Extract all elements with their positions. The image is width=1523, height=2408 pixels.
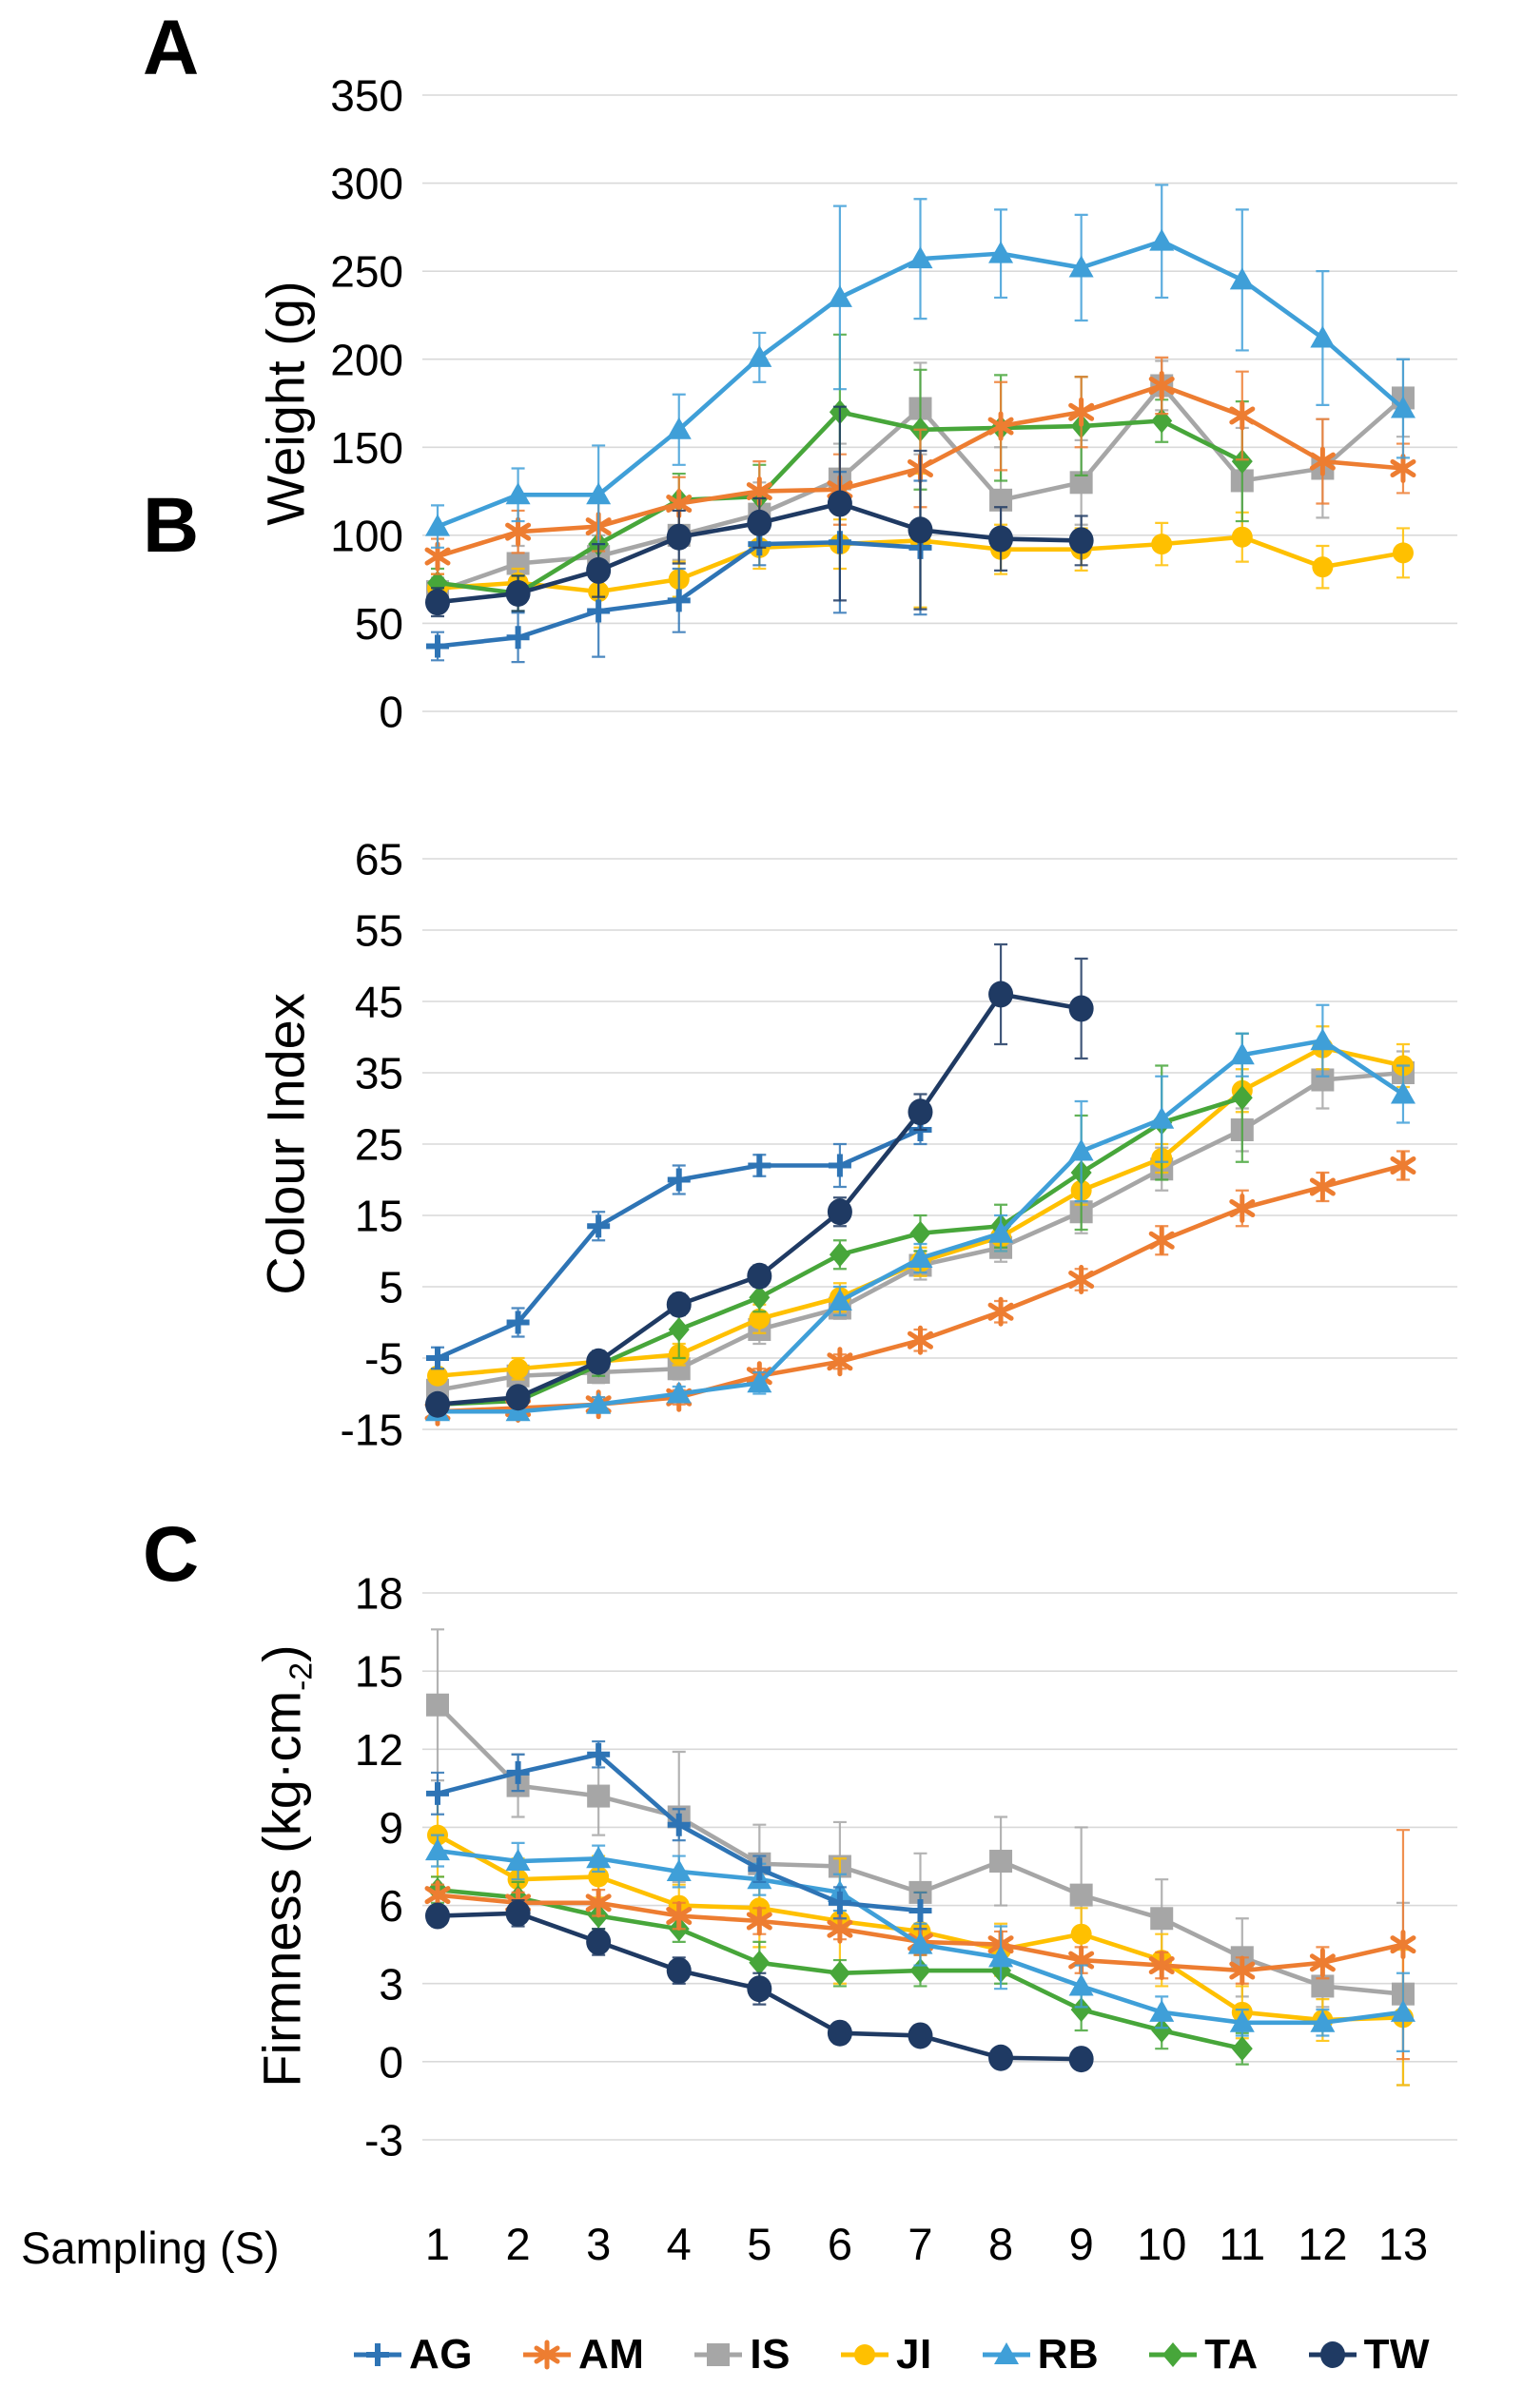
legend-label-ag: AG [409, 2331, 473, 2378]
ag-marker-icon [354, 2343, 401, 2366]
svg-text:55: 55 [355, 906, 403, 956]
svg-text:3: 3 [586, 2219, 611, 2269]
legend-label-ji: JI [895, 2331, 932, 2378]
svg-text:9: 9 [379, 1803, 403, 1853]
legend-item-ag: AG [350, 2331, 473, 2379]
legend-label-am: AM [577, 2331, 645, 2378]
ji-marker-icon [840, 2344, 888, 2365]
panel-letter-c: C [143, 1511, 200, 1598]
svg-text:65: 65 [355, 835, 403, 884]
svg-text:35: 35 [355, 1049, 403, 1098]
legend-label-rb: RB [1037, 2331, 1100, 2378]
svg-text:45: 45 [355, 978, 403, 1027]
svg-text:300: 300 [330, 159, 403, 208]
rb-marker-icon [982, 2342, 1030, 2364]
svg-text:6: 6 [828, 2219, 852, 2269]
legend-label-is: IS [750, 2331, 791, 2378]
svg-text:10: 10 [1137, 2219, 1186, 2269]
legend-item-rb: RB [979, 2331, 1100, 2379]
svg-text:11: 11 [1219, 2219, 1265, 2269]
svg-text:15: 15 [355, 1647, 403, 1697]
svg-text:0: 0 [379, 688, 403, 737]
am-marker-icon [522, 2340, 571, 2370]
svg-text:12: 12 [355, 1725, 403, 1775]
svg-text:250: 250 [330, 247, 403, 297]
legend-label-tw: TW [1363, 2331, 1430, 2378]
svg-text:5: 5 [379, 1263, 403, 1312]
svg-text:-3: -3 [364, 2116, 403, 2165]
svg-text:3: 3 [379, 1959, 403, 2009]
legend-item-tw: TW [1305, 2331, 1430, 2379]
svg-text:150: 150 [330, 423, 403, 473]
svg-text:200: 200 [330, 335, 403, 384]
svg-text:12: 12 [1298, 2219, 1347, 2269]
x-axis-title: Sampling (S) [21, 2223, 280, 2273]
legend-item-am: AM [519, 2331, 644, 2379]
is-marker-icon [694, 2343, 743, 2366]
svg-text:5: 5 [747, 2219, 771, 2269]
svg-text:4: 4 [667, 2219, 692, 2269]
legend-label-ta: TA [1204, 2331, 1259, 2378]
svg-text:13: 13 [1378, 2219, 1428, 2269]
svg-text:25: 25 [355, 1120, 403, 1170]
svg-text:8: 8 [988, 2219, 1013, 2269]
panel-letter-a: A [143, 5, 200, 91]
svg-text:-5: -5 [364, 1334, 403, 1384]
svg-text:350: 350 [330, 71, 403, 121]
svg-text:15: 15 [355, 1192, 403, 1241]
svg-text:-15: -15 [341, 1406, 403, 1455]
panel-letter-b: B [143, 482, 200, 569]
svg-text:18: 18 [355, 1569, 403, 1619]
legend-item-ji: JI [837, 2331, 932, 2379]
tw-marker-icon [1308, 2341, 1357, 2368]
svg-text:100: 100 [330, 511, 403, 560]
legend-item-ta: TA [1145, 2331, 1258, 2379]
svg-text:0: 0 [379, 2037, 403, 2087]
svg-text:6: 6 [379, 1881, 403, 1931]
ta-marker-icon [1149, 2342, 1198, 2367]
svg-text:1: 1 [425, 2219, 450, 2269]
legend: AG AM IS JI RB TA TW [350, 2328, 1430, 2381]
svg-text:7: 7 [908, 2219, 932, 2269]
svg-text:9: 9 [1069, 2219, 1094, 2269]
svg-text:50: 50 [355, 599, 403, 649]
legend-item-is: IS [691, 2331, 791, 2379]
svg-text:2: 2 [506, 2219, 531, 2269]
